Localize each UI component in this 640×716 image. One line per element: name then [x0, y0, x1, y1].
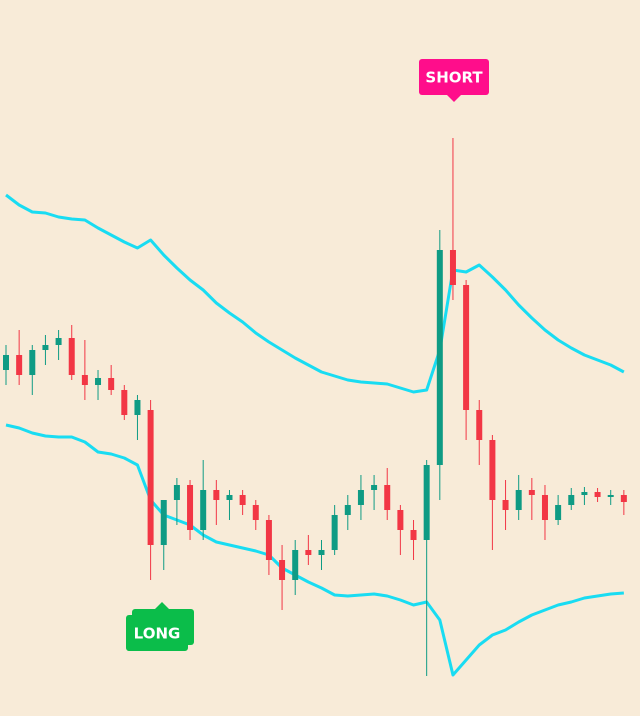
- candle-body: [305, 550, 312, 555]
- candle-body: [173, 485, 180, 500]
- candle-body: [213, 490, 220, 500]
- signal-box: [419, 59, 489, 95]
- candle-body: [397, 510, 404, 530]
- candle-body: [476, 410, 483, 440]
- candle-body: [555, 505, 562, 520]
- band-line: [5, 423, 624, 677]
- candle-body: [134, 400, 141, 415]
- candle-body: [581, 492, 588, 495]
- candle-body: [279, 560, 286, 580]
- candle-body: [594, 492, 601, 497]
- band-line: [5, 193, 625, 394]
- candle-body: [68, 338, 75, 375]
- candle-body: [489, 440, 496, 500]
- signal-label: SHORT: [425, 69, 483, 87]
- candle-body: [200, 490, 207, 530]
- candle-body: [502, 500, 509, 510]
- candle-body: [252, 505, 259, 520]
- candle-body: [541, 495, 548, 520]
- candle-body: [344, 505, 351, 515]
- candle-body: [607, 495, 614, 497]
- candle-body: [81, 375, 88, 385]
- candle-body: [568, 495, 575, 505]
- candle-body: [265, 520, 272, 560]
- candle-body: [55, 338, 62, 345]
- candle-body: [239, 495, 246, 505]
- candle-body: [318, 550, 325, 555]
- candle-body: [147, 410, 154, 545]
- candle-body: [3, 355, 9, 370]
- candle-body: [160, 500, 167, 545]
- signal-label: LONG: [134, 625, 181, 643]
- candle-body: [528, 490, 535, 495]
- candle-body: [42, 345, 49, 350]
- candle-body: [331, 515, 338, 550]
- candle-body: [292, 550, 299, 580]
- signal-box: [126, 615, 188, 651]
- candle-body: [371, 485, 378, 490]
- candle-body: [29, 350, 36, 375]
- candle-body: [620, 495, 627, 502]
- candle-body: [384, 485, 391, 510]
- candle-body: [423, 465, 430, 540]
- candle-body: [121, 390, 128, 415]
- candle-body: [108, 378, 115, 390]
- candle-body: [16, 355, 23, 375]
- candle-body: [515, 490, 522, 510]
- candle-body: [449, 250, 456, 285]
- signal-pointer: [447, 95, 461, 102]
- candle-body: [463, 285, 470, 410]
- candle-body: [436, 250, 443, 465]
- candle-body: [95, 378, 102, 385]
- candle-body: [187, 485, 194, 530]
- candle-body: [410, 530, 417, 540]
- candle-body: [226, 495, 233, 500]
- signal-pointer: [155, 602, 169, 609]
- candle-body: [357, 490, 364, 505]
